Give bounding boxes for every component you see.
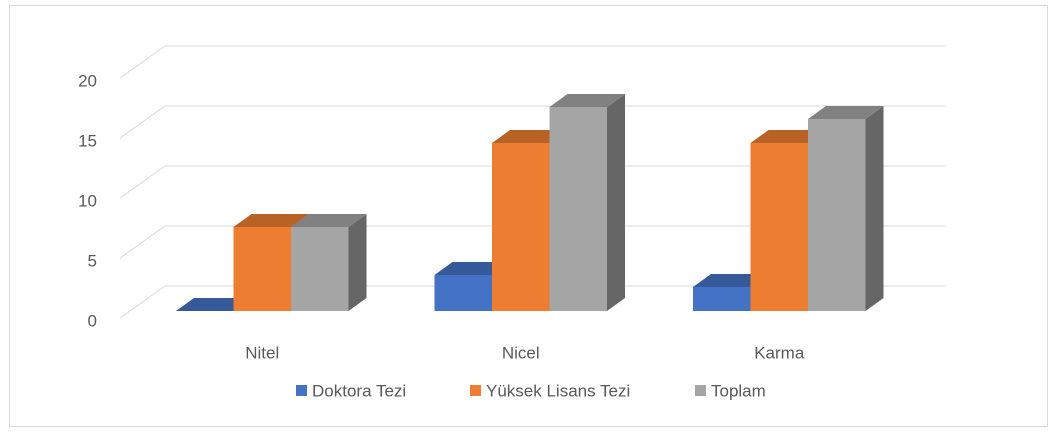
bar-side (865, 106, 884, 311)
legend-swatch (695, 385, 706, 396)
bar (693, 287, 751, 311)
y-tick-label: 5 (88, 251, 97, 270)
bar (434, 275, 492, 311)
bar-top (291, 214, 367, 227)
legend-swatch (296, 385, 307, 396)
bar-top (693, 274, 769, 287)
x-tick-label: Nicel (502, 343, 540, 362)
bar-top (808, 106, 884, 119)
legend-label: Toplam (711, 381, 766, 400)
bar (492, 143, 550, 311)
bar (750, 143, 808, 311)
bar-top (549, 94, 625, 107)
grid-line (119, 165, 166, 199)
grid-line (119, 285, 166, 319)
y-tick-label: 20 (78, 71, 97, 90)
legend-label: Yüksek Lisans Tezi (486, 381, 630, 400)
x-tick-label: Karma (754, 343, 805, 362)
bar-top (176, 298, 252, 311)
bar-side (348, 214, 367, 311)
y-tick-label: 15 (78, 131, 97, 150)
bar (808, 119, 866, 311)
legend-label: Doktora Tezi (312, 381, 406, 400)
bar (291, 227, 349, 311)
grid-line (119, 105, 166, 139)
bar-top (233, 214, 309, 227)
x-tick-label: Nitel (245, 343, 279, 362)
grid-line (119, 225, 166, 259)
bar-side (607, 94, 625, 311)
bar (549, 107, 607, 311)
y-tick-label: 0 (88, 311, 97, 330)
bar-top (750, 130, 826, 143)
legend-swatch (470, 385, 481, 396)
grid-line (119, 45, 166, 79)
y-tick-label: 10 (78, 191, 97, 210)
bar-top (434, 262, 510, 275)
bar (233, 227, 291, 311)
bar-top (492, 130, 568, 143)
